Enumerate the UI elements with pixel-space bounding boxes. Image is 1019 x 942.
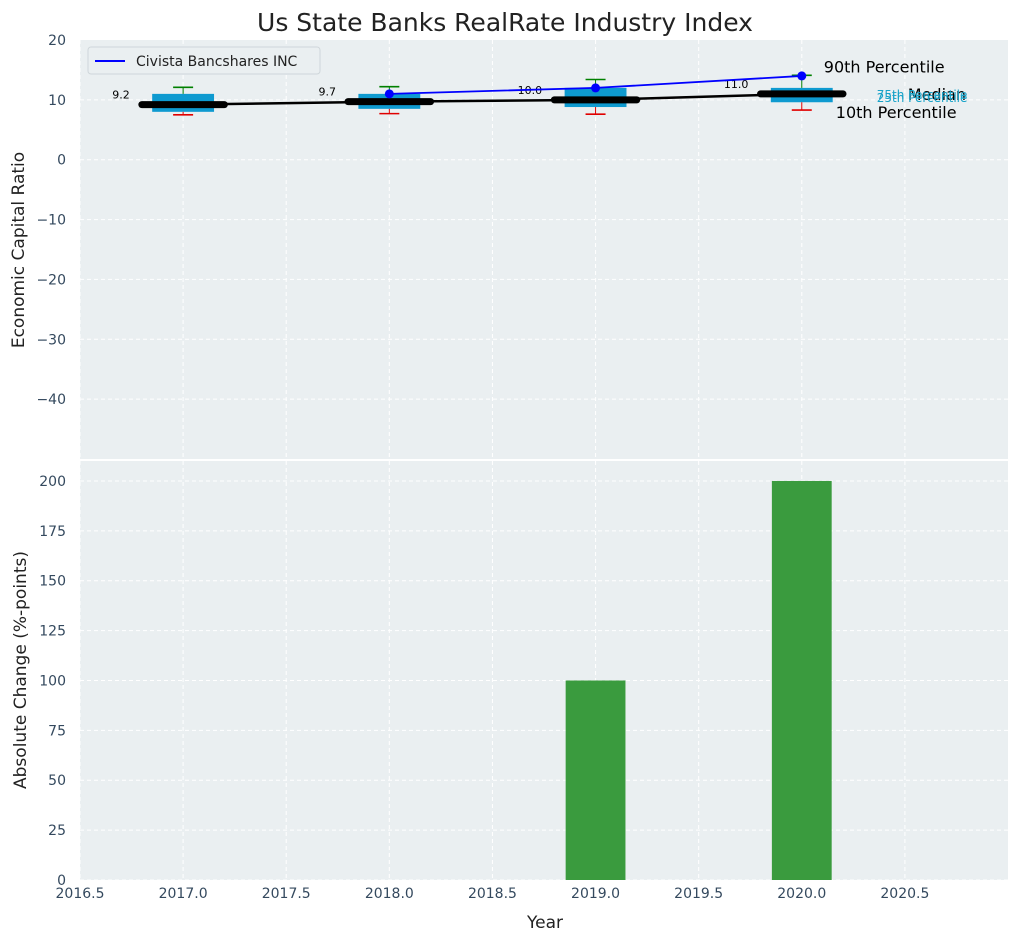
boxes: 9.2 9.7 10.0 11.0 — [112, 74, 847, 116]
bottom-y-tick-label: 150 — [39, 574, 66, 590]
bottom-y-tick-label: 50 — [48, 773, 66, 789]
top-y-tick-label: −10 — [36, 213, 66, 229]
annotation-median: Median — [908, 85, 966, 104]
percentile-annotations: 90th Percentile Median 10th Percentile 7… — [824, 57, 968, 122]
x-tick-label: 2017.0 — [159, 886, 208, 902]
bottom-y-tick-label: 0 — [57, 873, 66, 889]
x-tick-label: 2019.5 — [674, 886, 723, 902]
annotation-90th-percentile: 90th Percentile — [824, 57, 945, 76]
median-value-label: 9.2 — [112, 89, 130, 102]
bottom-y-tick-label: 25 — [48, 823, 66, 839]
top-y-ticks: 20 10 0 −10 −20 −30 −40 — [36, 33, 66, 408]
x-tick-label: 2017.5 — [262, 886, 311, 902]
bottom-y-tick-label: 125 — [39, 624, 66, 640]
top-grid — [79, 40, 1008, 459]
company-point-2019 — [591, 83, 601, 93]
annotation-75th-percentile: 75th Percentile — [877, 88, 968, 102]
x-ticks: 2016.5 2017.0 2017.5 2018.0 2018.5 2019.0 2019… — [56, 886, 930, 902]
bar-chart-panel: 0 25 50 75 100 125 150 175 200 2016.5 2017.0 2017.… — [11, 461, 1008, 933]
bars — [565, 480, 832, 880]
annotation-10th-percentile: 10th Percentile — [836, 103, 957, 122]
top-y-tick-label: −40 — [36, 392, 66, 408]
x-tick-label: 2019.0 — [571, 886, 620, 902]
legend: Civista Bancshares INC — [87, 46, 321, 75]
x-tick-label: 2018.5 — [468, 886, 517, 902]
bottom-y-tick-label: 175 — [39, 524, 66, 540]
top-y-tick-label: 10 — [48, 93, 66, 109]
x-tick-label: 2016.5 — [56, 886, 105, 902]
x-tick-label: 2018.0 — [365, 886, 414, 902]
x-tick-label: 2020.0 — [777, 886, 826, 902]
company-series — [384, 71, 807, 99]
legend-entry-company: Civista Bancshares INC — [136, 54, 298, 70]
annotation-25th-percentile: 25th Percentile — [877, 91, 968, 105]
median-value-label: 9.7 — [318, 86, 336, 99]
bottom-y-tick-label: 100 — [39, 673, 66, 689]
top-y-tick-label: 0 — [57, 153, 66, 169]
bottom-y-tick-label: 200 — [39, 474, 66, 490]
median-value-label: 11.0 — [724, 78, 749, 91]
top-y-axis-label: Economic Capital Ratio — [9, 152, 29, 348]
bottom-y-tick-label: 75 — [48, 723, 66, 739]
top-y-tick-label: −20 — [36, 272, 66, 288]
bar-2019 — [565, 680, 626, 880]
bottom-grid — [79, 461, 1008, 881]
bottom-y-axis-label: Absolute Change (%-points) — [11, 551, 31, 789]
top-plot-background — [80, 40, 1008, 459]
x-tick-label: 2020.5 — [880, 886, 929, 902]
bottom-plot-background — [80, 461, 1008, 880]
top-y-tick-label: −30 — [36, 332, 66, 348]
chart-title: Us State Banks RealRate Industry Index — [257, 8, 753, 37]
top-y-tick-label: 20 — [48, 33, 66, 49]
median-trend-line — [183, 92, 802, 106]
company-point-2020 — [797, 71, 807, 81]
company-point-2018 — [384, 89, 394, 99]
bar-2020 — [771, 480, 832, 880]
bottom-y-ticks: 0 25 50 75 100 125 150 175 200 — [39, 474, 66, 889]
x-axis-label: Year — [526, 913, 563, 933]
legend-frame — [87, 46, 321, 75]
